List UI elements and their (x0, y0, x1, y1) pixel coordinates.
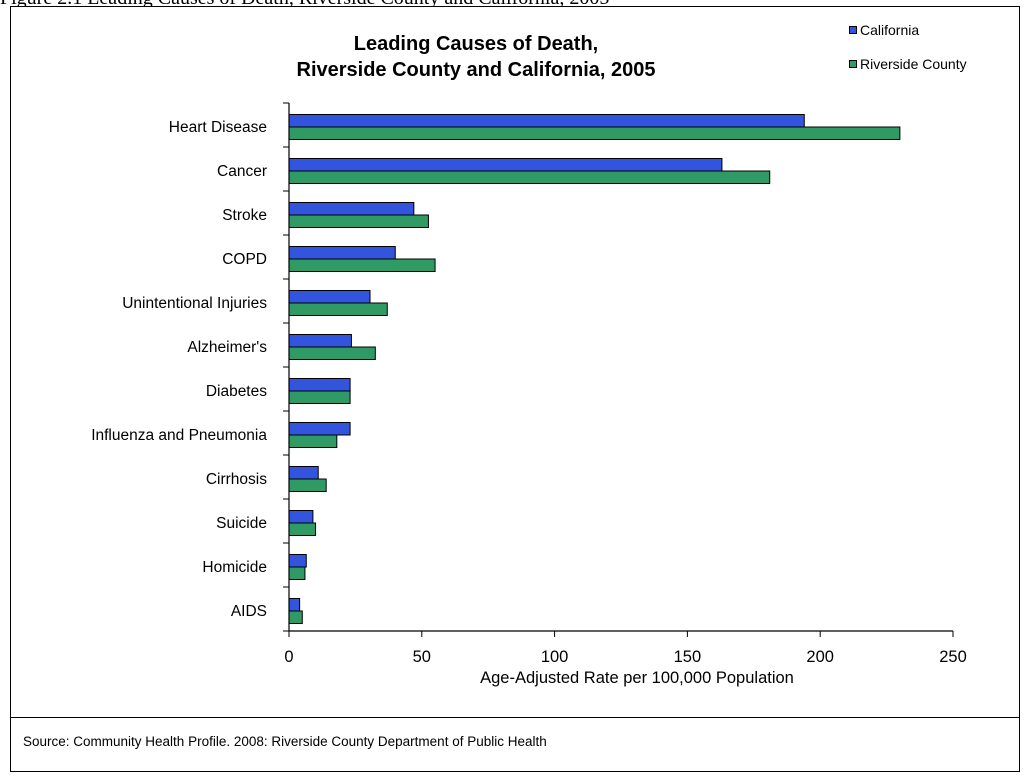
bar-riverside-county-heart-disease (288, 126, 901, 140)
bar-riverside-county-diabetes (288, 390, 351, 404)
category-label-cirrhosis: Cirrhosis (206, 471, 267, 488)
bar-california-aids (288, 598, 301, 612)
x-axis-label: Age-Adjusted Rate per 100,000 Population (480, 669, 794, 687)
bar-california-alzheimer-s (288, 334, 352, 348)
bar-riverside-county-influenza-and-pneumonia (288, 434, 338, 448)
source-note: Source: Community Health Profile. 2008: … (23, 734, 547, 749)
legend-swatch-riverside-county (849, 60, 857, 68)
category-label-stroke: Stroke (222, 207, 267, 224)
chart-title: Leading Causes of Death, Riverside Count… (251, 31, 701, 83)
bar-riverside-county-cirrhosis (288, 478, 327, 492)
bar-california-influenza-and-pneumonia (288, 422, 351, 436)
legend-item-riverside: Riverside County (849, 55, 967, 73)
bar-california-suicide (288, 510, 314, 524)
x-tick-label-200: 200 (806, 648, 834, 666)
bar-chart: Heart Disease Cancer Stroke COPD Unintention… (91, 102, 967, 687)
legend: California Riverside County (849, 21, 967, 89)
category-label-unintentional-injuries: Unintentional Injuries (122, 295, 267, 312)
x-tick-label-0: 0 (284, 648, 293, 666)
bar-riverside-county-cancer (288, 170, 771, 184)
bar-riverside-county-alzheimer-s (288, 346, 376, 360)
legend-label-riverside-county: Riverside County (860, 56, 967, 72)
bar-riverside-county-suicide (288, 522, 317, 536)
source-divider (11, 717, 1019, 718)
chart-frame: Leading Causes of Death, Riverside Count… (10, 6, 1020, 772)
bar-california-stroke (288, 202, 415, 216)
category-label-cancer: Cancer (217, 163, 267, 180)
bar-riverside-county-aids (288, 610, 303, 624)
category-label-aids: AIDS (231, 603, 267, 620)
legend-item-california: California (849, 21, 967, 39)
x-tick-label-150: 150 (674, 648, 702, 666)
category-label-alzheimer-s: Alzheimer's (187, 339, 267, 356)
bar-riverside-county-unintentional-injuries (288, 302, 388, 316)
category-label-homicide: Homicide (202, 559, 267, 576)
bar-california-cirrhosis (288, 466, 319, 480)
category-label-heart-disease: Heart Disease (169, 119, 267, 136)
x-tick-label-50: 50 (413, 648, 431, 666)
category-label-influenza-and-pneumonia: Influenza and Pneumonia (91, 427, 267, 444)
top-caption: Figure 2.1 Leading Causes of Death, Rive… (0, 0, 1024, 9)
x-tick-label-250: 250 (939, 648, 967, 666)
category-label-suicide: Suicide (216, 515, 267, 532)
bar-riverside-county-copd (288, 258, 436, 272)
x-tick-label-100: 100 (541, 648, 569, 666)
bar-california-unintentional-injuries (288, 290, 371, 304)
bar-california-homicide (288, 554, 307, 568)
bar-california-heart-disease (288, 114, 805, 128)
category-label-copd: COPD (222, 251, 267, 268)
legend-label-california: California (860, 22, 920, 38)
bar-california-diabetes (288, 378, 351, 392)
category-label-diabetes: Diabetes (206, 383, 267, 400)
legend-swatch-california (849, 26, 857, 34)
chart-title-line-2: Riverside County and California, 2005 (296, 59, 656, 81)
bar-riverside-county-stroke (288, 214, 429, 228)
bar-california-copd (288, 246, 396, 260)
bar-riverside-county-homicide (288, 566, 306, 580)
bar-california-cancer (288, 158, 723, 172)
chart-title-line-1: Leading Causes of Death, (353, 33, 599, 55)
